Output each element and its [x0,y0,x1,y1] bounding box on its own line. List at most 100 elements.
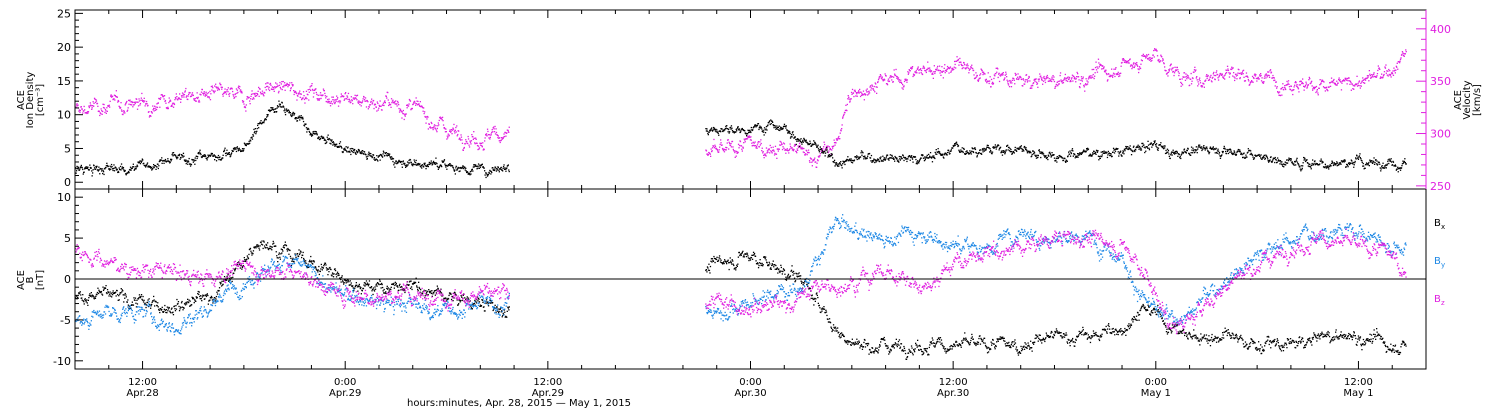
velocity-series-point [714,146,717,148]
density-series-point [1086,148,1088,150]
density-series-point [1224,147,1226,149]
density-series-point [301,118,303,120]
velocity-series-point [83,110,85,112]
velocity-series-point [910,67,912,69]
velocity-series-point [1355,83,1357,85]
density-series-point [408,159,410,162]
velocity-series-point [840,130,842,132]
velocity-series-point [388,102,390,104]
density-series-point [1165,152,1168,154]
velocity-series-point [134,102,136,105]
density-series-point [981,153,983,155]
density-series-point [930,157,933,159]
density-series-point [938,152,940,154]
density-series-point [1338,163,1340,166]
density-series-point [1273,157,1275,159]
density-series-point [255,131,257,133]
velocity-series-point [776,157,778,159]
density-series-point [462,165,464,167]
velocity-series-point [1204,80,1206,82]
velocity-series-point [1216,73,1219,76]
velocity-series-point [1135,64,1137,66]
density-series-point [1155,144,1157,146]
velocity-series-point [501,137,503,139]
density-series-point [822,151,824,153]
velocity-series-point [297,95,299,97]
density-series-point [187,163,189,165]
velocity-series-point [418,104,421,107]
velocity-series-point [194,99,196,102]
density-series-point [872,160,874,162]
density-series-point [1279,163,1281,165]
bx-series-point [134,299,136,301]
density-series-point [454,173,456,175]
velocity-series-point [1101,68,1103,70]
density-series-point [1277,157,1279,159]
density-series-point [1168,153,1170,155]
density-series-point [391,157,394,159]
velocity-series-point [264,92,266,94]
velocity-series-point [742,146,744,148]
velocity-series-point [237,91,239,94]
density-series-point [122,168,124,170]
density-series-point [1397,166,1399,168]
velocity-series-point [231,87,233,89]
density-series-point [256,130,258,132]
velocity-series-point [197,97,199,100]
velocity-series-point [186,95,188,97]
bx-series-point [164,304,166,307]
density-series-point [1140,149,1143,151]
velocity-series-point [932,77,934,79]
density-series-point [791,136,793,138]
velocity-series-point [1344,80,1346,82]
velocity-series-point [1350,81,1352,84]
density-series-point [305,127,308,129]
density-series-point [1396,168,1398,170]
density-series-point [359,151,361,153]
density-series-point [991,153,993,155]
velocity-series-point [900,81,902,83]
density-series-point [1125,147,1127,149]
velocity-series-point [459,137,461,139]
velocity-series-point [791,149,794,151]
bx-series-point [100,291,102,294]
bx-series-point [105,292,108,294]
velocity-series-point [922,67,924,69]
velocity-series-point [878,77,880,79]
density-series-point [738,128,740,130]
velocity-series-point [1103,66,1105,68]
velocity-series-point [78,110,80,112]
density-series-point [1333,162,1335,164]
velocity-series-point [1213,74,1215,77]
density-series-point [1394,164,1396,166]
velocity-series-point [1217,77,1219,79]
density-series-point [452,166,454,168]
density-series-point [293,114,295,116]
velocity-series-point [131,100,133,103]
velocity-series-point [1216,70,1218,72]
density-series-point [1238,150,1240,153]
velocity-series-point [1121,58,1124,60]
velocity-series-point [367,101,369,103]
density-series-point [1159,144,1161,146]
velocity-series-point [956,56,958,58]
velocity-series-point [197,96,199,98]
density-series-point [1386,163,1388,165]
velocity-series-point [353,98,355,100]
velocity-series-point [251,98,254,100]
bx-series-point [100,290,103,293]
velocity-series-point [1032,85,1034,87]
bx-series-point [97,287,99,289]
density-series-point [880,156,882,158]
density-series-point [1212,146,1214,148]
velocity-series-point [463,147,465,149]
density-series-point [1023,150,1025,152]
density-series-point [761,128,763,130]
density-series-point [898,161,900,163]
velocity-series-point [900,79,902,81]
velocity-series-point [292,85,294,87]
velocity-series-point [223,92,225,94]
velocity-series-point [391,102,393,104]
bx-series-point [78,292,80,294]
velocity-series-point [290,88,292,90]
